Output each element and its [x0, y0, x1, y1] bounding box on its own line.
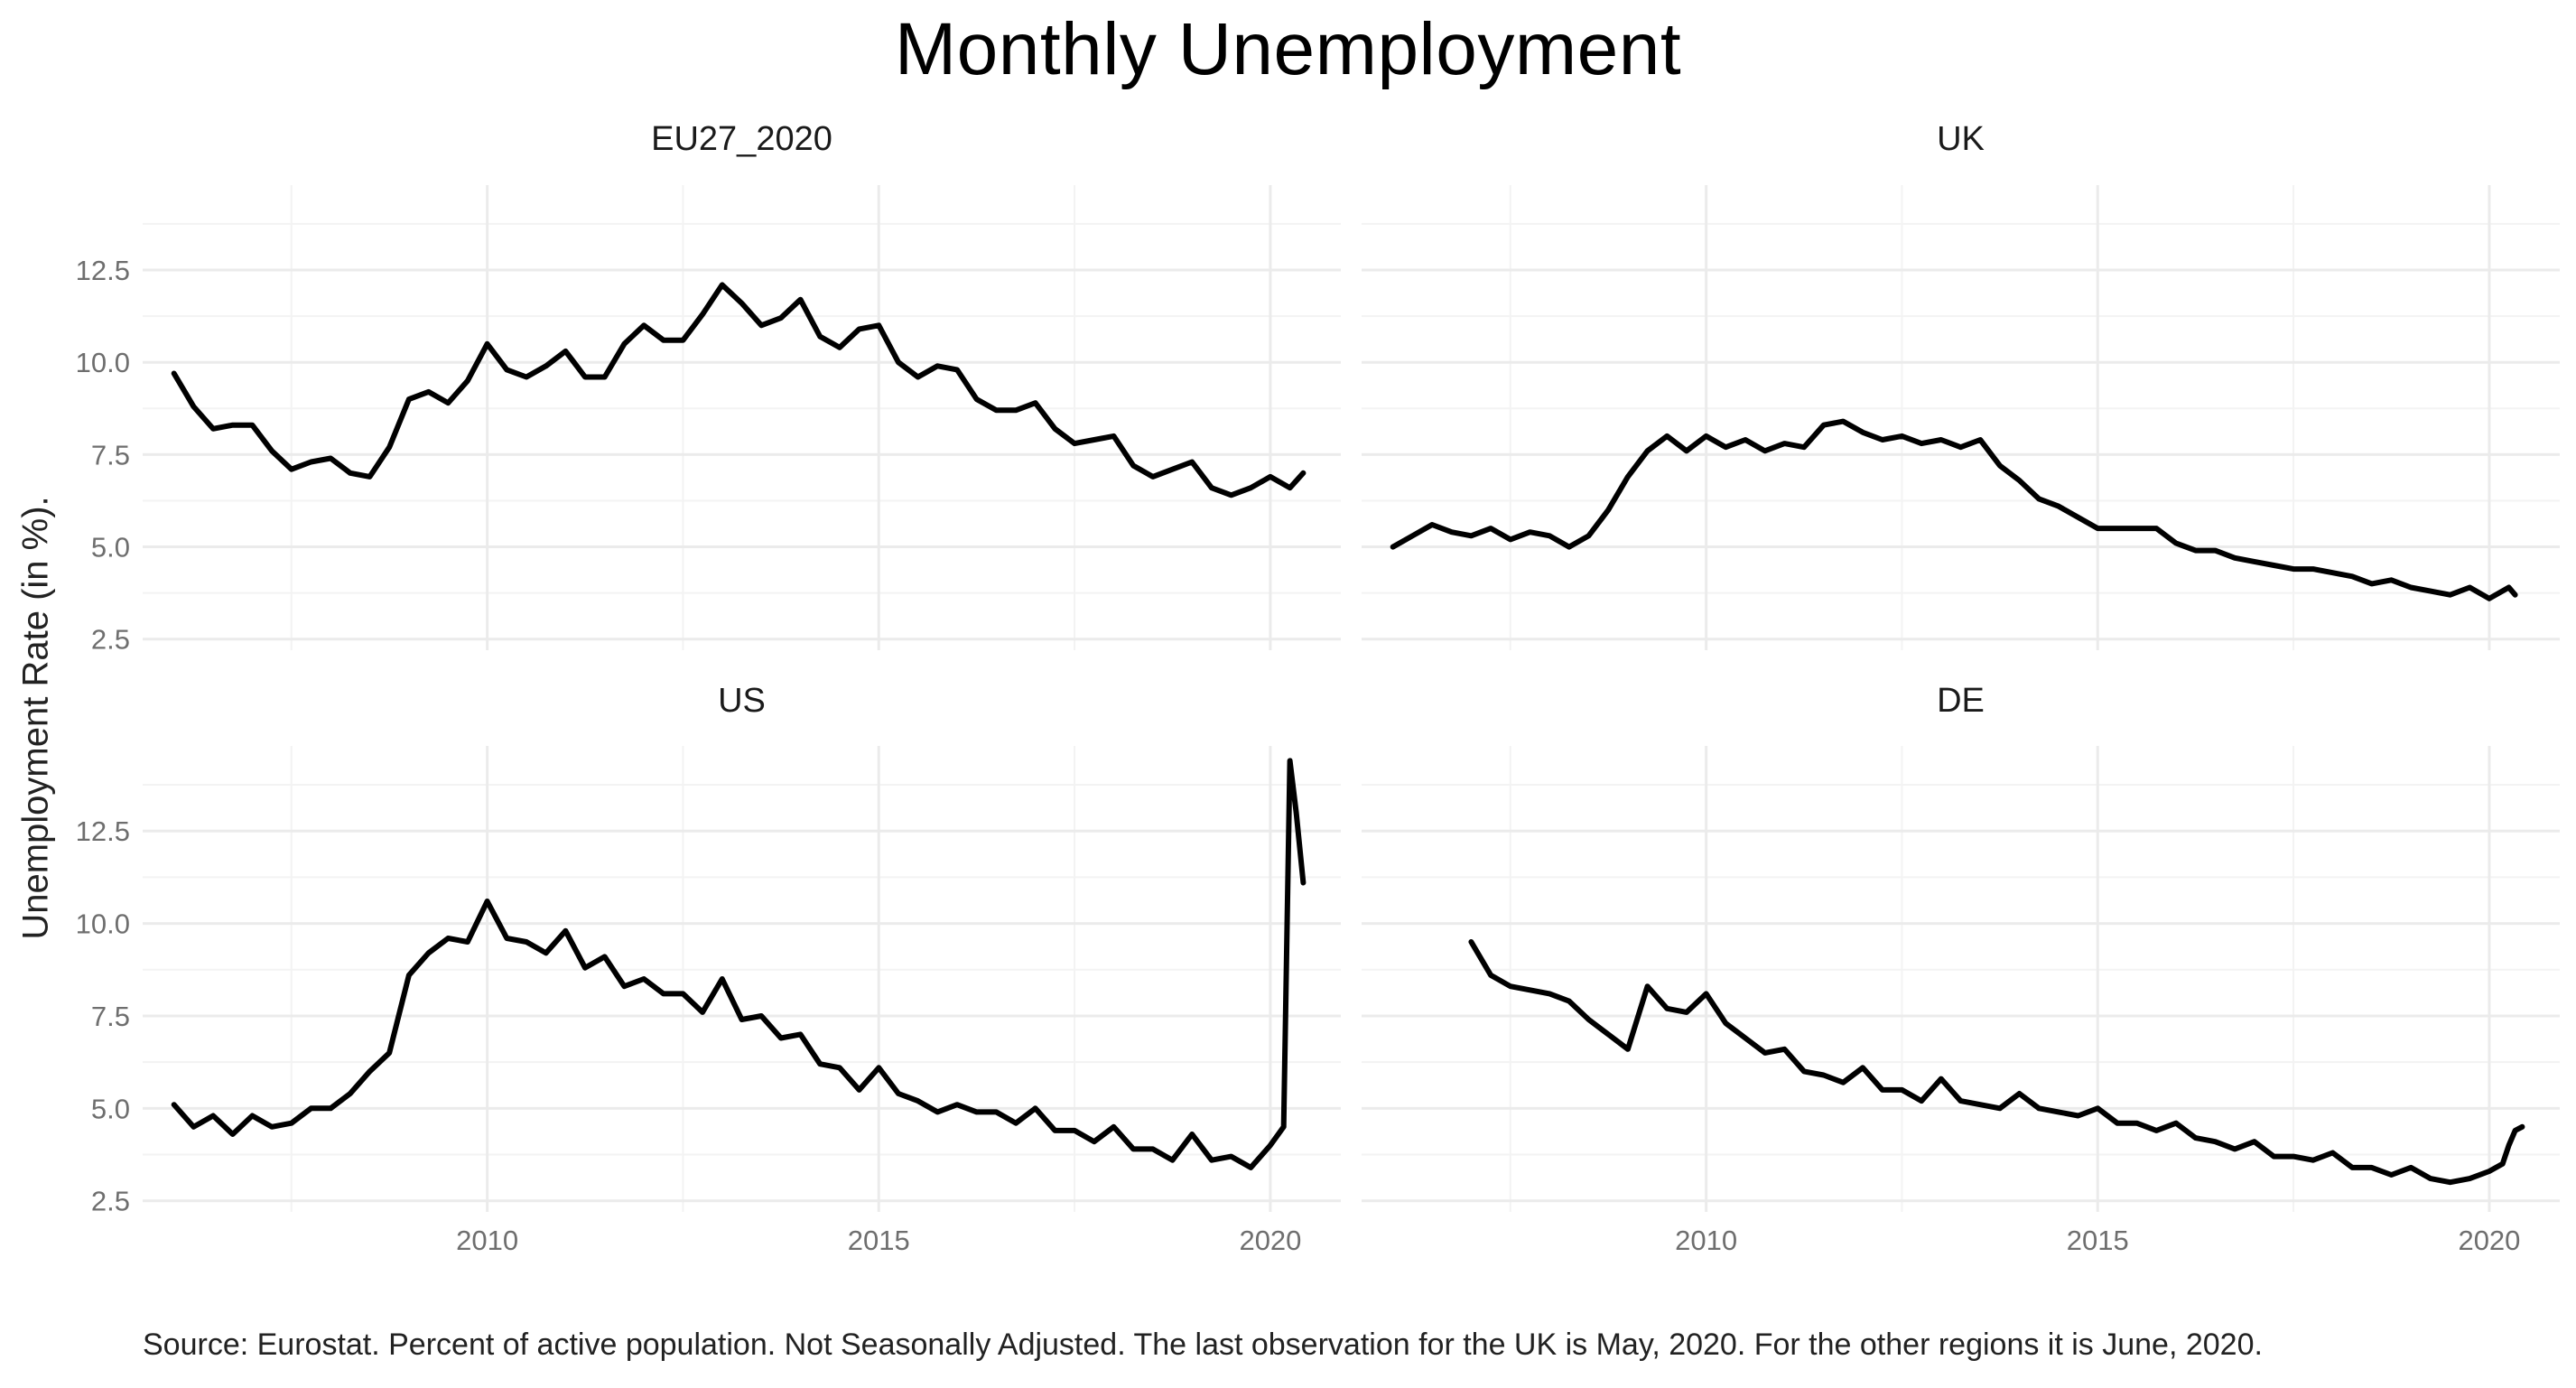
- x-tick-label: 2020: [1239, 1225, 1301, 1256]
- series-line: [1390, 418, 2518, 601]
- facet-label: DE: [1937, 682, 1985, 720]
- y-tick-label: 7.5: [91, 1001, 130, 1032]
- y-tick-label: 2.5: [91, 1186, 130, 1217]
- y-tick-label: 5.0: [91, 1093, 130, 1124]
- y-tick-label: 10.0: [76, 347, 130, 378]
- y-tick-label: 12.5: [76, 255, 130, 286]
- facet-label: US: [718, 682, 766, 720]
- series-line: [1468, 939, 2525, 1186]
- y-tick-label: 10.0: [76, 908, 130, 940]
- series-line: [171, 758, 1307, 1170]
- facet-label: UK: [1937, 120, 1985, 158]
- y-tick-label: 5.0: [91, 532, 130, 564]
- x-tick-label: 2010: [456, 1225, 518, 1256]
- chart-title: Monthly Unemployment: [894, 8, 1682, 90]
- series-line: [171, 282, 1307, 498]
- x-tick-label: 2015: [2067, 1225, 2129, 1256]
- y-tick-label: 12.5: [76, 815, 130, 847]
- facet-label: EU27_2020: [651, 120, 832, 158]
- x-tick-label: 2015: [848, 1225, 910, 1256]
- x-tick-label: 2020: [2458, 1225, 2520, 1256]
- y-tick-label: 2.5: [91, 624, 130, 656]
- y-tick-label: 7.5: [91, 439, 130, 470]
- x-tick-label: 2010: [1675, 1225, 1737, 1256]
- source-caption: Source: Eurostat. Percent of active popu…: [143, 1327, 2263, 1362]
